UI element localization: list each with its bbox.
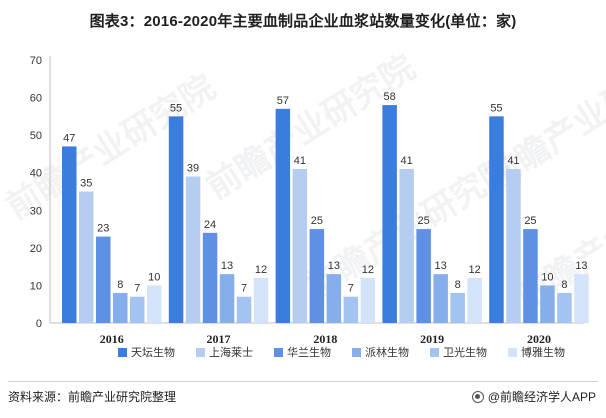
data-label: 41 xyxy=(507,155,519,167)
data-label: 12 xyxy=(469,264,481,276)
x-tick-label: 2017 xyxy=(207,332,231,346)
data-label: 35 xyxy=(80,178,92,190)
bar xyxy=(523,229,538,323)
data-label: 7 xyxy=(348,283,354,295)
data-label: 8 xyxy=(455,279,461,291)
data-label: 41 xyxy=(294,155,306,167)
bar xyxy=(219,274,235,323)
x-tick-label: 2019 xyxy=(420,332,444,346)
y-tick-label: 70 xyxy=(30,55,42,67)
bar xyxy=(489,116,504,323)
bar xyxy=(113,292,128,323)
data-label: 47 xyxy=(63,132,75,144)
data-label: 10 xyxy=(148,271,160,283)
y-tick-label: 10 xyxy=(30,280,42,292)
legend-label: 上海莱士 xyxy=(209,345,253,359)
brand-icon xyxy=(471,390,484,403)
bar xyxy=(557,292,572,323)
bar xyxy=(130,296,145,323)
legend-swatch xyxy=(118,348,127,357)
credit-text: @前瞻经济学人APP xyxy=(487,390,596,404)
y-tick-label: 40 xyxy=(30,168,42,180)
bar xyxy=(506,168,521,323)
data-label: 13 xyxy=(221,260,233,272)
bar xyxy=(292,168,308,323)
data-label: 23 xyxy=(97,223,109,235)
bar xyxy=(540,285,555,323)
legend-swatch xyxy=(196,348,205,357)
bar xyxy=(202,232,218,323)
x-tick-label: 2018 xyxy=(313,332,337,346)
legend-swatch xyxy=(274,348,283,357)
data-label: 8 xyxy=(561,279,567,291)
legend-swatch xyxy=(508,348,517,357)
data-label: 25 xyxy=(311,215,323,227)
bar xyxy=(253,277,269,323)
legend-label: 华兰生物 xyxy=(287,345,331,359)
bar xyxy=(96,236,111,323)
bar xyxy=(343,296,359,323)
bar xyxy=(450,292,465,323)
bar xyxy=(62,146,77,323)
legend-label: 卫光生物 xyxy=(443,345,487,359)
data-label: 12 xyxy=(255,264,267,276)
x-tick-label: 2016 xyxy=(100,332,124,346)
data-label: 13 xyxy=(575,260,587,272)
data-label: 8 xyxy=(117,279,123,291)
data-label: 7 xyxy=(134,283,140,295)
legend-label: 天坛生物 xyxy=(131,345,175,359)
credit: @前瞻经济学人APP xyxy=(471,388,596,405)
legend-label: 博雅生物 xyxy=(521,345,565,359)
y-tick-label: 20 xyxy=(30,243,42,255)
bar xyxy=(275,108,291,323)
data-label: 13 xyxy=(328,260,340,272)
data-label: 12 xyxy=(362,264,374,276)
legend-swatch xyxy=(352,348,361,357)
legend-swatch xyxy=(430,348,439,357)
y-tick-label: 60 xyxy=(30,93,42,105)
bar xyxy=(382,105,397,323)
data-label: 55 xyxy=(170,102,182,114)
source-note: 资料来源：前瞻产业研究院整理 xyxy=(8,390,177,404)
bar xyxy=(326,274,342,323)
bar xyxy=(399,168,414,323)
y-tick-label: 0 xyxy=(36,318,42,330)
data-label: 58 xyxy=(384,91,396,103)
bar xyxy=(79,191,94,323)
data-label: 39 xyxy=(187,162,199,174)
y-tick-label: 30 xyxy=(30,205,42,217)
data-label: 25 xyxy=(418,215,430,227)
bar xyxy=(185,176,201,323)
x-tick-label: 2020 xyxy=(527,332,551,346)
bar xyxy=(574,274,589,323)
bar xyxy=(360,277,376,323)
data-label: 41 xyxy=(401,155,413,167)
bar xyxy=(309,229,325,323)
chart-title: 图表3：2016-2020年主要血制品企业血浆站数量变化(单位：家) xyxy=(89,13,517,30)
data-label: 7 xyxy=(241,283,247,295)
bar xyxy=(236,296,252,323)
bar xyxy=(433,274,448,323)
bar xyxy=(168,116,184,323)
data-label: 13 xyxy=(435,260,447,272)
bar xyxy=(467,277,482,323)
data-label: 24 xyxy=(204,219,216,231)
bar xyxy=(416,229,431,323)
data-label: 10 xyxy=(541,271,553,283)
bar xyxy=(147,285,162,323)
footer-divider xyxy=(8,381,598,382)
data-label: 57 xyxy=(277,95,289,107)
data-label: 55 xyxy=(490,102,502,114)
legend-label: 派林生物 xyxy=(365,345,409,359)
data-label: 25 xyxy=(524,215,536,227)
y-tick-label: 50 xyxy=(30,130,42,142)
